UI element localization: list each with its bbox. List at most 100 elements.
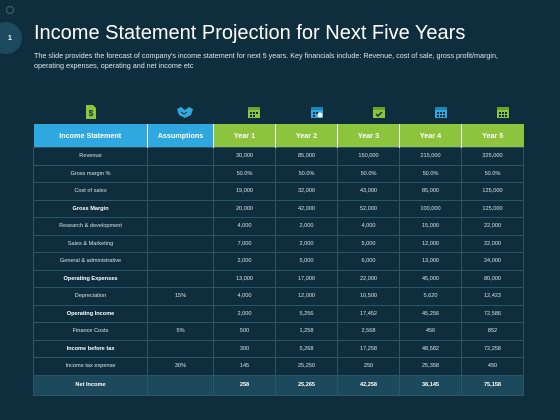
table-row: Operating Income 2,000 5,256 17,452 45,256 72… xyxy=(33,304,524,323)
dollar-document-icon: $ xyxy=(81,103,101,121)
year-value-cell: 10,500 xyxy=(337,287,400,306)
header-year-1: Year 1 xyxy=(213,124,276,148)
year-value-cell: 85,000 xyxy=(275,147,338,166)
row-label: Finance Costs xyxy=(33,322,148,341)
year-value-cell: 42,000 xyxy=(275,199,338,218)
year-value-cell: 852 xyxy=(461,322,524,341)
row-label: Gross Margin xyxy=(33,199,148,218)
row-label: Sales & Marketing xyxy=(33,234,148,253)
slide-number: 1 xyxy=(8,34,12,42)
year-value-cell: 48,582 xyxy=(399,339,462,358)
year-value-cell: 1,258 xyxy=(275,322,338,341)
year-value-cell: 72,258 xyxy=(461,339,524,358)
year-value-cell: 456 xyxy=(399,322,462,341)
year-value-cell: 145 xyxy=(213,357,276,376)
page-title: Income Statement Projection for Next Fiv… xyxy=(34,22,466,44)
assumption-cell xyxy=(147,252,214,271)
year-value-cell: 2,000 xyxy=(275,217,338,236)
year-value-cell: 2,000 xyxy=(213,304,276,323)
year-value-cell: 75,158 xyxy=(461,374,524,396)
header-year-3: Year 3 xyxy=(337,124,400,148)
year-value-cell: 50.0% xyxy=(461,164,524,183)
year-value-cell: 45,256 xyxy=(399,304,462,323)
row-label: Operating Income xyxy=(33,304,148,323)
page-subtitle: The slide provides the forecast of compa… xyxy=(34,51,498,70)
table-row: Revenue 30,000 85,000 150,000 215,000 325,000 xyxy=(33,147,524,166)
year-value-cell: 7,000 xyxy=(213,234,276,253)
assumption-cell xyxy=(147,164,214,183)
year-value-cell: 12,000 xyxy=(399,234,462,253)
header-icon-row: $ xyxy=(33,103,523,123)
year-value-cell: 72,586 xyxy=(461,304,524,323)
year-value-cell: 150,000 xyxy=(337,147,400,166)
year-value-cell: 4,000 xyxy=(213,287,276,306)
year-value-cell: 6,000 xyxy=(337,252,400,271)
year-value-cell: 32,000 xyxy=(275,182,338,201)
assumption-cell xyxy=(147,217,214,236)
table-row: Gross Margin 20,000 42,000 52,000 100,000 125… xyxy=(33,199,524,218)
year-value-cell: 300 xyxy=(213,339,276,358)
year-value-cell: 50.0% xyxy=(213,164,276,183)
row-label: Operating Expenses xyxy=(33,269,148,288)
year-value-cell: 24,000 xyxy=(461,252,524,271)
assumption-cell xyxy=(147,234,214,253)
year-value-cell: 25,250 xyxy=(275,357,338,376)
year-value-cell: 22,000 xyxy=(461,217,524,236)
year-value-cell: 22,000 xyxy=(461,234,524,253)
row-label: Income tax expense xyxy=(33,357,148,376)
year-value-cell: 13,000 xyxy=(213,269,276,288)
year-value-cell: 5,620 xyxy=(399,287,462,306)
year-value-cell: 17,000 xyxy=(275,269,338,288)
table-row: General & administrative 2,000 5,000 6,000 1… xyxy=(33,252,524,271)
table-body: Revenue 30,000 85,000 150,000 215,000 325,000… xyxy=(33,147,524,396)
assumption-cell: 15% xyxy=(147,287,214,306)
header-year-5: Year 5 xyxy=(461,124,524,148)
year-value-cell: 125,000 xyxy=(461,199,524,218)
assumption-cell: 30% xyxy=(147,357,214,376)
table-row: Cost of sales 19,000 32,000 43,000 85,000 125… xyxy=(33,182,524,201)
calendar-icon xyxy=(493,103,513,121)
row-label: Gross margin % xyxy=(33,164,148,183)
year-value-cell: 12,000 xyxy=(275,287,338,306)
table-row: Operating Expenses 13,000 17,000 22,000 45,0… xyxy=(33,269,524,288)
year-value-cell: 450 xyxy=(461,357,524,376)
year-value-cell: 43,000 xyxy=(337,182,400,201)
year-value-cell: 4,000 xyxy=(213,217,276,236)
header-year-4: Year 4 xyxy=(399,124,462,148)
year-value-cell: 258 xyxy=(213,374,276,396)
year-value-cell: 5,000 xyxy=(337,234,400,253)
year-value-cell: 100,000 xyxy=(399,199,462,218)
calendar-grid-icon xyxy=(431,103,451,121)
assumption-cell: 5% xyxy=(147,322,214,341)
table-row: Income before tax 300 5,268 17,258 48,582 72,… xyxy=(33,339,524,358)
year-value-cell: 325,000 xyxy=(461,147,524,166)
year-value-cell: 5,268 xyxy=(275,339,338,358)
row-label: General & administrative xyxy=(33,252,148,271)
table-row: Research & development 4,000 2,000 4,000 15,… xyxy=(33,217,524,236)
year-value-cell: 2,000 xyxy=(213,252,276,271)
year-value-cell: 45,000 xyxy=(399,269,462,288)
year-value-cell: 85,000 xyxy=(399,182,462,201)
table-row: Finance Costs 5% 500 1,258 2,568 456 852 xyxy=(33,322,524,341)
calendar-icon xyxy=(244,103,264,121)
year-value-cell: 17,258 xyxy=(337,339,400,358)
assumption-cell xyxy=(147,199,214,218)
year-value-cell: 5,000 xyxy=(275,252,338,271)
table-header-row: Income Statement Assumptions Year 1 Year… xyxy=(33,124,524,148)
year-value-cell: 2,568 xyxy=(337,322,400,341)
year-value-cell: 5,256 xyxy=(275,304,338,323)
row-label: Revenue xyxy=(33,147,148,166)
slide-number-badge: 1 xyxy=(0,22,22,54)
table-row: Depreciation 15% 4,000 12,000 10,500 5,620 12,… xyxy=(33,287,524,306)
year-value-cell: 50.0% xyxy=(337,164,400,183)
assumption-cell xyxy=(147,339,214,358)
year-value-cell: 17,452 xyxy=(337,304,400,323)
year-value-cell: 38,145 xyxy=(399,374,462,396)
net-income-row: Net Income 258 25,265 42,258 38,145 75,158 xyxy=(33,374,524,396)
assumption-cell xyxy=(147,147,214,166)
year-value-cell: 15,000 xyxy=(399,217,462,236)
row-label: Cost of sales xyxy=(33,182,148,201)
year-value-cell: 50.0% xyxy=(275,164,338,183)
table-row: Income tax expense 30% 145 25,250 250 25,358 4… xyxy=(33,357,524,376)
year-value-cell: 215,000 xyxy=(399,147,462,166)
